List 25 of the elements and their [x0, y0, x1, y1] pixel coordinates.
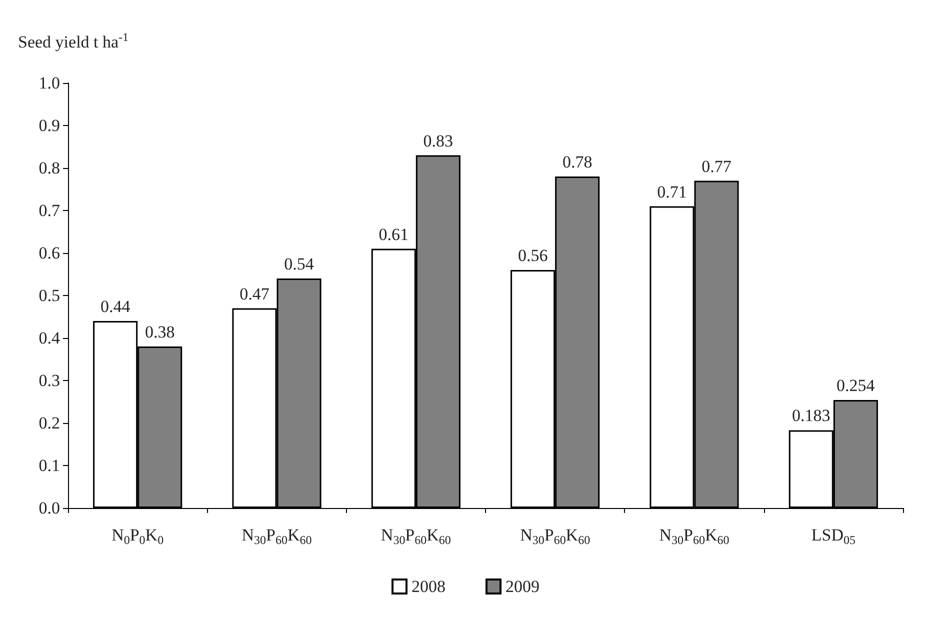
data-label: 0.77 — [702, 156, 732, 176]
y-tick-label: 0.2 — [38, 414, 60, 432]
data-label: 0.183 — [792, 406, 830, 426]
data-label: 0.83 — [423, 131, 454, 150]
data-label: 0.56 — [518, 246, 548, 265]
y-tick-label: 0.5 — [38, 286, 60, 305]
y-tick-label: 1.0 — [38, 74, 60, 92]
data-label: 0.61 — [378, 224, 409, 244]
y-tick-label: 0.6 — [38, 244, 60, 262]
y-tick-label: 0.1 — [38, 456, 60, 475]
legend-label: 2009 — [506, 577, 540, 596]
y-tick-label: 0.0 — [38, 498, 60, 518]
y-tick-label: 0.8 — [38, 158, 60, 178]
y-tick-label: 0.7 — [38, 201, 60, 220]
data-label: 0.254 — [836, 376, 876, 396]
legend-label: 2008 — [412, 577, 446, 596]
data-label: 0.38 — [144, 322, 175, 342]
data-label: 0.71 — [657, 182, 687, 202]
data-label: 0.44 — [100, 297, 131, 316]
y-tick-label: 0.4 — [38, 328, 60, 348]
y-tick-label: 0.3 — [38, 371, 60, 390]
y-tick-label: 0.9 — [38, 116, 60, 135]
data-label: 0.78 — [562, 152, 592, 172]
data-label: 0.47 — [240, 284, 270, 304]
data-label: 0.54 — [284, 254, 314, 274]
